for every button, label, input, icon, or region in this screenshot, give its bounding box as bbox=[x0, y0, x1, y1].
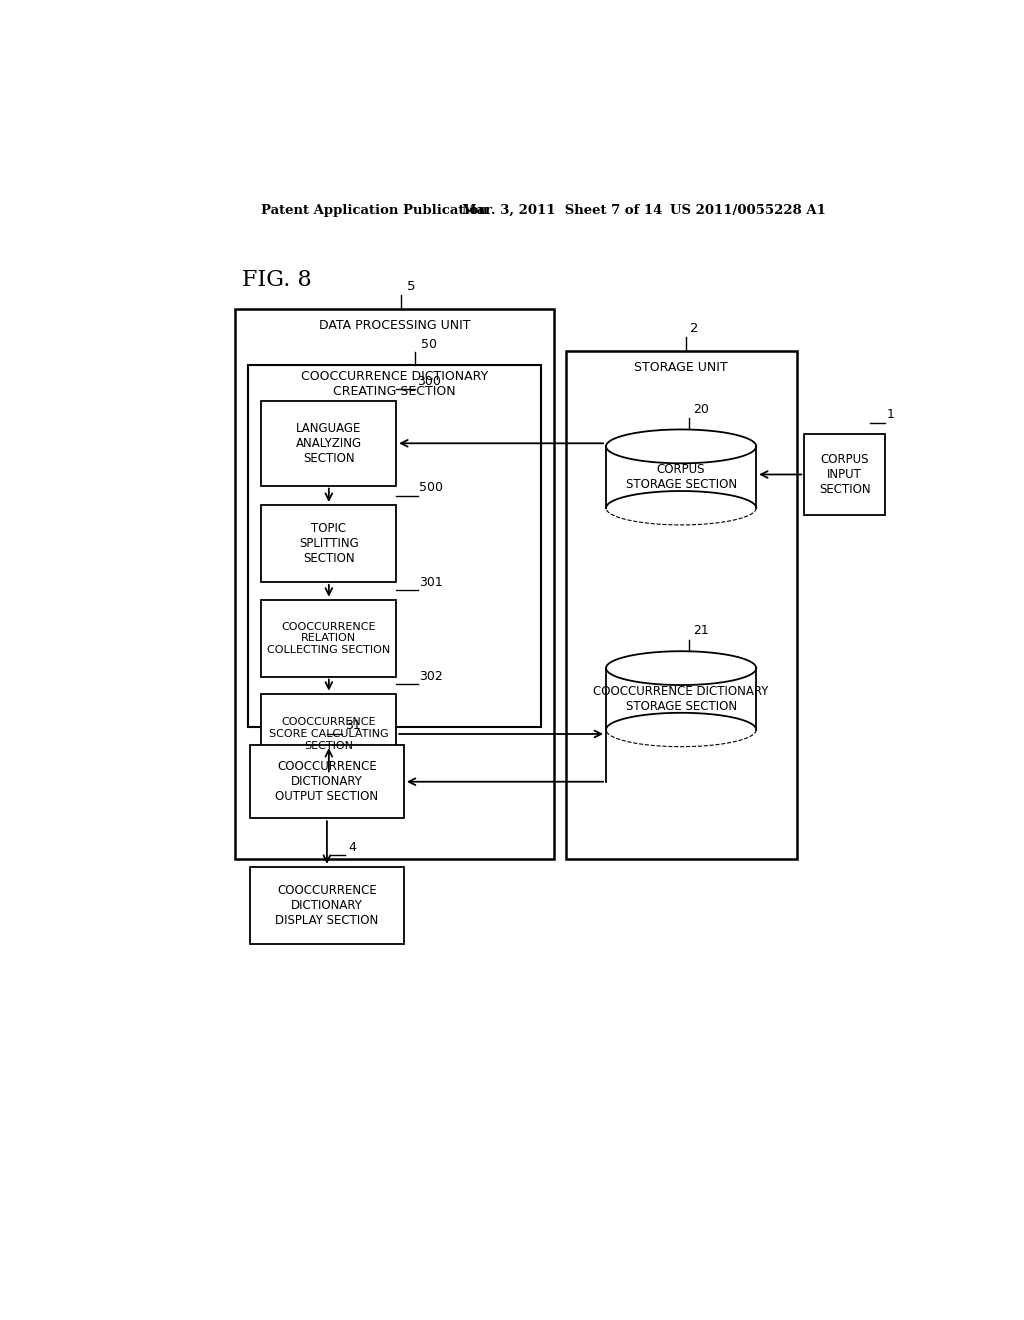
Bar bbox=[261, 693, 396, 775]
Text: 300: 300 bbox=[417, 375, 441, 388]
Text: 5: 5 bbox=[408, 280, 416, 293]
Text: COOCCURRENCE DICTIONARY
CREATING SECTION: COOCCURRENCE DICTIONARY CREATING SECTION bbox=[301, 370, 488, 399]
Text: TOPIC
SPLITTING
SECTION: TOPIC SPLITTING SECTION bbox=[299, 521, 358, 565]
Text: 4: 4 bbox=[348, 841, 356, 854]
Bar bbox=[250, 867, 403, 944]
Text: Mar. 3, 2011  Sheet 7 of 14: Mar. 3, 2011 Sheet 7 of 14 bbox=[462, 205, 663, 218]
Text: US 2011/0055228 A1: US 2011/0055228 A1 bbox=[670, 205, 825, 218]
Bar bbox=[250, 744, 403, 818]
Bar bbox=[606, 446, 756, 508]
Text: CORPUS
INPUT
SECTION: CORPUS INPUT SECTION bbox=[819, 453, 870, 496]
Text: 1: 1 bbox=[887, 408, 895, 421]
Text: COOCCURRENCE
SCORE CALCULATING
SECTION: COOCCURRENCE SCORE CALCULATING SECTION bbox=[269, 717, 389, 751]
Text: CORPUS
STORAGE SECTION: CORPUS STORAGE SECTION bbox=[626, 463, 736, 491]
Text: 302: 302 bbox=[419, 669, 443, 682]
Text: DATA PROCESSING UNIT: DATA PROCESSING UNIT bbox=[318, 319, 470, 333]
Text: 2: 2 bbox=[690, 322, 698, 335]
Text: 20: 20 bbox=[692, 403, 709, 416]
Polygon shape bbox=[606, 651, 756, 685]
Text: COOCCURRENCE
DICTIONARY
DISPLAY SECTION: COOCCURRENCE DICTIONARY DISPLAY SECTION bbox=[275, 884, 379, 927]
Text: LANGUAGE
ANALYZING
SECTION: LANGUAGE ANALYZING SECTION bbox=[296, 422, 361, 465]
Text: 301: 301 bbox=[419, 576, 443, 589]
Text: COOCCURRENCE DICTIONARY
STORAGE SECTION: COOCCURRENCE DICTIONARY STORAGE SECTION bbox=[594, 685, 769, 713]
Text: 21: 21 bbox=[692, 624, 709, 638]
Bar bbox=[261, 506, 396, 582]
Text: 500: 500 bbox=[419, 480, 443, 494]
Text: COOCCURRENCE
RELATION
COLLECTING SECTION: COOCCURRENCE RELATION COLLECTING SECTION bbox=[267, 622, 390, 655]
Bar bbox=[249, 364, 541, 726]
Text: STORAGE UNIT: STORAGE UNIT bbox=[634, 362, 728, 375]
Text: Patent Application Publication: Patent Application Publication bbox=[261, 205, 488, 218]
Bar bbox=[261, 401, 396, 486]
Text: FIG. 8: FIG. 8 bbox=[243, 269, 312, 292]
Text: 50: 50 bbox=[421, 338, 437, 351]
Bar bbox=[804, 434, 885, 515]
Bar bbox=[234, 309, 554, 859]
Text: COOCCURRENCE
DICTIONARY
OUTPUT SECTION: COOCCURRENCE DICTIONARY OUTPUT SECTION bbox=[275, 760, 379, 803]
Bar bbox=[565, 351, 797, 859]
Bar bbox=[606, 668, 756, 730]
Bar bbox=[261, 599, 396, 677]
Text: 31: 31 bbox=[345, 719, 361, 733]
Polygon shape bbox=[606, 429, 756, 463]
